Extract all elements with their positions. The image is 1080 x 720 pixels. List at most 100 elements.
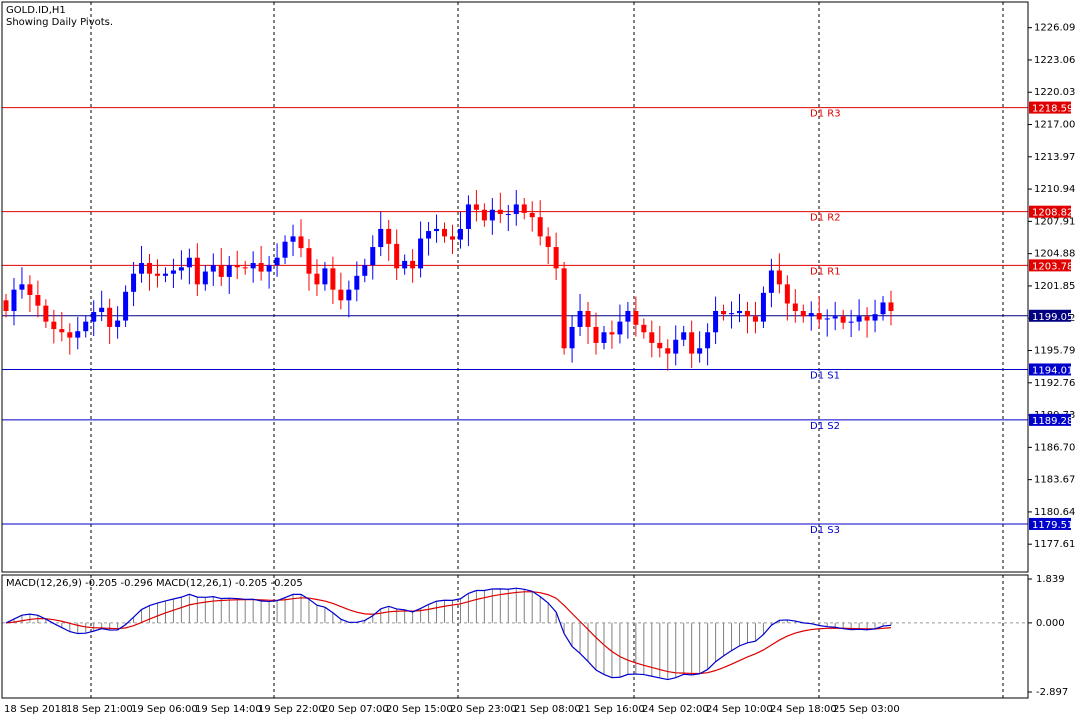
x-axis-label: 21 Sep 16:00 xyxy=(578,704,645,715)
candle-body xyxy=(880,302,886,315)
candle-body xyxy=(266,265,272,272)
price-tick-label: 1183.67 xyxy=(1034,475,1075,486)
candle-body xyxy=(274,257,280,266)
price-tick-label: 1210.94 xyxy=(1034,184,1075,195)
pivot-label: D1 S3 xyxy=(810,525,840,536)
candle-body xyxy=(681,332,687,340)
candle-body xyxy=(258,263,264,272)
symbol-title: GOLD.ID,H1 xyxy=(6,5,66,16)
pivot-price-label: 1189.28 xyxy=(1032,416,1073,427)
pivot-price-box xyxy=(1029,101,1071,114)
candle-body xyxy=(346,289,352,301)
x-axis-label: 20 Sep 15:00 xyxy=(386,704,453,715)
price-tick-label: 1192.76 xyxy=(1034,378,1075,389)
candle-body xyxy=(107,307,113,327)
candle-body xyxy=(338,289,344,301)
candle-body xyxy=(3,300,9,311)
candle-body xyxy=(473,204,479,210)
candle-body xyxy=(569,326,575,349)
price-tick-label: 1220.03 xyxy=(1034,87,1075,98)
pivot-price-label: 1203.78 xyxy=(1032,261,1073,272)
candle-body xyxy=(792,303,798,311)
candle-body xyxy=(465,204,471,229)
x-axis-label: 24 Sep 18:00 xyxy=(770,704,837,715)
candle-body xyxy=(481,209,487,221)
macd-signal-line xyxy=(5,591,892,675)
candle-body xyxy=(178,267,184,271)
candle-body xyxy=(394,243,400,269)
candle-body xyxy=(162,273,168,276)
candle-body xyxy=(147,263,153,274)
candle-body xyxy=(242,267,248,269)
macd-tick-label: -2.897 xyxy=(1036,687,1068,698)
candle-body xyxy=(83,321,89,332)
candle-body xyxy=(609,332,615,335)
candle-body xyxy=(521,204,527,213)
candle-body xyxy=(705,332,711,349)
pivot-price-box xyxy=(1029,205,1071,218)
price-panel-border xyxy=(1,1,1029,573)
candle-body xyxy=(354,275,360,290)
candle-body xyxy=(410,260,416,269)
candle-body xyxy=(298,236,304,249)
candle-body xyxy=(11,289,17,311)
candle-body xyxy=(561,268,567,349)
candle-body xyxy=(848,321,854,323)
candle-body xyxy=(673,339,679,354)
x-axis-label: 18 Sep 21:00 xyxy=(66,704,133,715)
candle-body xyxy=(864,316,870,321)
macd-main-line xyxy=(5,587,892,681)
candle-body xyxy=(99,307,105,313)
price-tick-label: 1213.97 xyxy=(1034,152,1075,163)
x-axis-label: 20 Sep 07:00 xyxy=(322,704,389,715)
candle-body xyxy=(776,270,782,285)
candle-body xyxy=(59,329,65,333)
candle-body xyxy=(832,316,838,319)
price-tick-label: 1180.64 xyxy=(1034,507,1075,518)
x-axis-label: 24 Sep 10:00 xyxy=(706,704,773,715)
pivot-price-box xyxy=(1029,259,1071,272)
candle-body xyxy=(35,294,41,306)
price-panel[interactable]: D1 R3 D1 R2 D1 R1 D1 S1 D1 S2 D1 S3 xyxy=(2,2,1028,572)
candle-body xyxy=(537,217,543,237)
pivot-price-box xyxy=(1029,413,1071,426)
candle-body xyxy=(601,332,607,343)
candle-body xyxy=(154,273,160,276)
candle-body xyxy=(226,265,232,277)
candle-body xyxy=(290,236,296,242)
pivot-label: D1 R1 xyxy=(810,266,841,277)
candle-body xyxy=(633,310,639,325)
candle-body xyxy=(139,263,145,274)
macd-tick-label: 0.000 xyxy=(1036,618,1065,629)
candle-body xyxy=(529,212,535,218)
candle-body xyxy=(737,310,743,314)
candle-body xyxy=(689,332,695,354)
candle-body xyxy=(824,318,830,320)
candle-body xyxy=(760,292,766,322)
candle-body xyxy=(513,204,519,215)
x-axis-label: 24 Sep 02:00 xyxy=(642,704,709,715)
candle-body xyxy=(545,236,551,248)
candle-body xyxy=(888,302,894,311)
candle-body xyxy=(19,284,25,290)
candle-body xyxy=(816,313,822,320)
candle-body xyxy=(386,228,392,244)
pivot-price-label: 1208.82 xyxy=(1032,208,1073,219)
candle-body xyxy=(362,265,368,276)
candle-body xyxy=(489,209,495,221)
pivot-price-label: 1218.59 xyxy=(1032,104,1073,115)
candle-body xyxy=(449,236,455,240)
candle-body xyxy=(322,268,328,285)
pivot-price-box xyxy=(1029,363,1071,376)
macd-panel[interactable] xyxy=(2,575,1028,698)
candle-body xyxy=(210,265,216,272)
price-tick-label: 1217.00 xyxy=(1034,120,1075,131)
macd-tick-label: 1.839 xyxy=(1036,574,1065,585)
candle-body xyxy=(585,310,591,327)
chart-text-layer: GOLD.ID,H1 Showing Daily Pivots. MACD(12… xyxy=(6,5,303,589)
candle-body xyxy=(593,326,599,343)
candle-body xyxy=(418,238,424,269)
candle-body xyxy=(123,291,129,321)
